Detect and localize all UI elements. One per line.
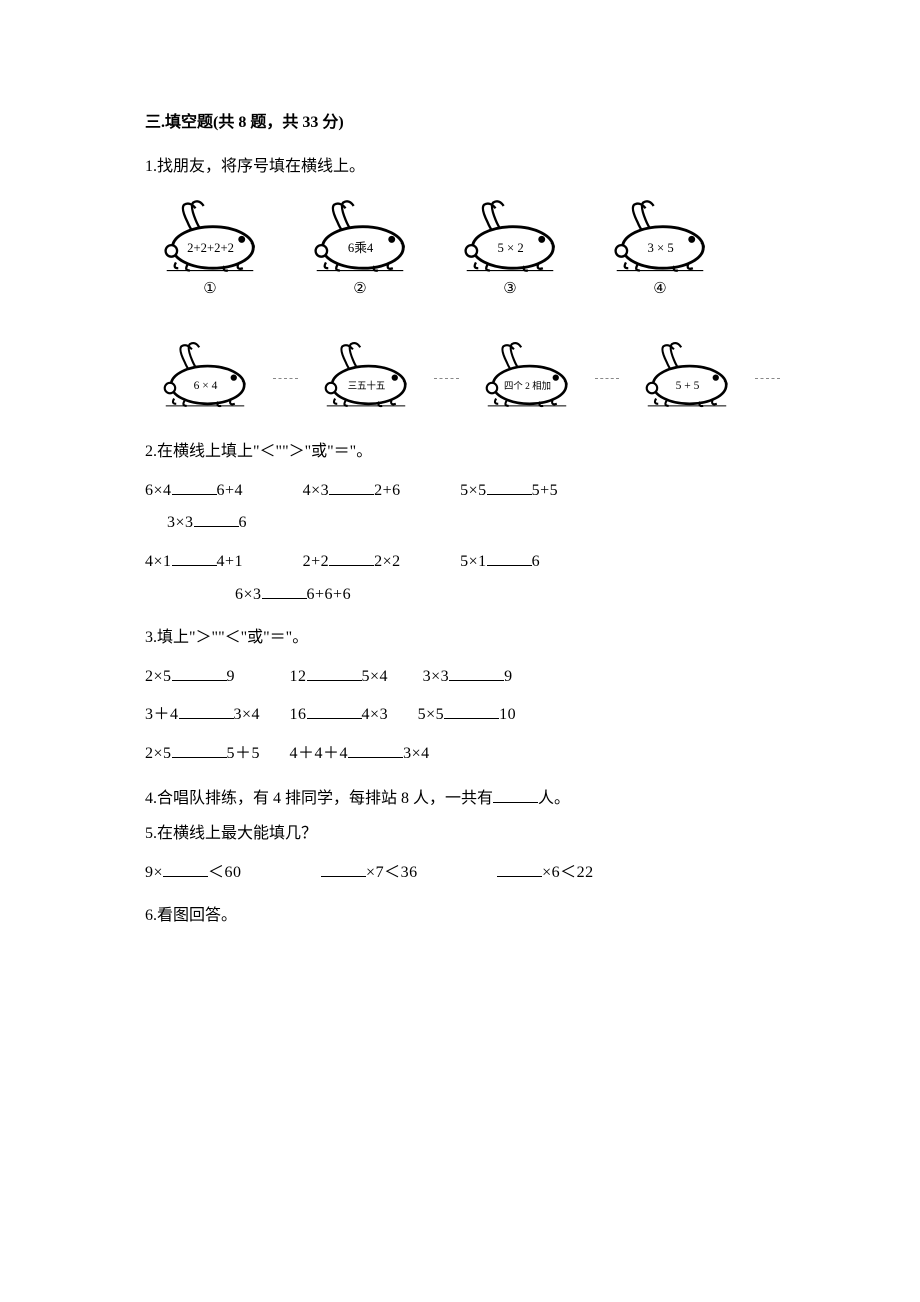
blank[interactable] [444, 701, 499, 719]
rabbit-label: ② [353, 277, 366, 301]
rabbit-text: 6乘4 [348, 241, 374, 255]
blank[interactable] [449, 663, 504, 681]
blank[interactable] [307, 701, 362, 719]
fill-row: 6×46+4 4×32+6 5×55+5 [145, 477, 780, 504]
fill-row: 9×＜60 ×7＜36 ×6＜22 [145, 859, 780, 886]
rabbit-item: 5 + 5 [637, 341, 737, 409]
rabbit-item: 6 × 4 [155, 341, 255, 409]
fill-item: 4×14+1 [145, 548, 243, 575]
fill-item: 3×39 [423, 663, 513, 690]
rabbit-text: 四个 2 相加 [503, 380, 550, 392]
question-3: 3.填上"＞""＜"或"＝"。 2×59 125×4 3×39 3＋43×4 1… [145, 625, 780, 766]
fill-item: 125×4 [290, 663, 389, 690]
fill-row: 3×36 [145, 509, 780, 536]
blank[interactable] [179, 701, 234, 719]
fill-item: ×7＜36 [321, 859, 418, 886]
fill-item: 3＋43×4 [145, 701, 260, 728]
rabbit-item: 3 × 5 ④ [605, 199, 715, 301]
rabbit-text: 3 × 5 [647, 241, 673, 255]
blank[interactable] [262, 581, 307, 599]
rabbit-label: ④ [653, 277, 666, 301]
blank[interactable] [487, 548, 532, 566]
rabbit-icon: 2+2+2+2 [155, 199, 265, 274]
rabbit-icon: 三五十五 [316, 341, 416, 409]
rabbit-label: ① [203, 277, 216, 301]
rabbit-row-bottom: 6 × 4 三五十五 四个 2 相加 5 + 5 [155, 341, 780, 409]
blank[interactable] [487, 477, 532, 495]
fill-item: 3×36 [167, 509, 247, 536]
question-2: 2.在横线上填上"＜""＞"或"＝"。 6×46+4 4×32+6 5×55+5… [145, 439, 780, 607]
dash-line [595, 378, 620, 379]
blank[interactable] [348, 740, 403, 758]
blank[interactable] [172, 548, 217, 566]
rabbit-icon: 四个 2 相加 [477, 341, 577, 409]
rabbit-text: 6 × 4 [194, 380, 218, 392]
question-1: 1.找朋友，将序号填在横线上。 2+2+2+2 ① 6乘4 ② 5 × 2 ③ [145, 154, 780, 410]
rabbit-text: 2+2+2+2 [187, 241, 234, 255]
blank[interactable] [194, 509, 239, 527]
fill-row: 6×36+6+6 [145, 581, 780, 608]
blank[interactable] [172, 477, 217, 495]
rabbit-icon: 6乘4 [305, 199, 415, 274]
question-5: 5.在横线上最大能填几？ 9×＜60 ×7＜36 ×6＜22 [145, 821, 780, 885]
rabbit-icon: 5 × 2 [455, 199, 565, 274]
fill-item: 5×510 [418, 701, 517, 728]
rabbit-icon: 5 + 5 [637, 341, 737, 409]
rabbit-item: 2+2+2+2 ① [155, 199, 265, 301]
dash-line [755, 378, 780, 379]
fill-item: 6×46+4 [145, 477, 243, 504]
rabbit-item: 三五十五 [316, 341, 416, 409]
dash-line [434, 378, 459, 379]
blank[interactable] [329, 548, 374, 566]
fill-row: 3＋43×4 164×3 5×510 [145, 701, 780, 728]
fill-item: 2×59 [145, 663, 235, 690]
fill-item: 2+22×2 [303, 548, 401, 575]
dash-line [273, 378, 298, 379]
section-title: 三.填空题(共 8 题，共 33 分) [145, 110, 780, 136]
fill-item: 2×55＋5 [145, 740, 260, 767]
blank[interactable] [307, 663, 362, 681]
fill-item: 6×36+6+6 [235, 581, 351, 608]
blank[interactable] [329, 477, 374, 495]
q4-text-before: 4.合唱队排练，有 4 排同学，每排站 8 人，一共有 [145, 790, 493, 807]
fill-item: 4＋4＋43×4 [290, 740, 430, 767]
rabbit-item: 5 × 2 ③ [455, 199, 565, 301]
rabbit-text: 三五十五 [347, 380, 385, 392]
fill-row: 4×14+1 2+22×2 5×16 [145, 548, 780, 575]
rabbit-icon: 6 × 4 [155, 341, 255, 409]
blank[interactable] [172, 740, 227, 758]
fill-row: 2×59 125×4 3×39 [145, 663, 780, 690]
rabbit-item: 6乘4 ② [305, 199, 415, 301]
question-4: 4.合唱队排练，有 4 排同学，每排站 8 人，一共有 人。 [145, 785, 780, 812]
rabbit-text: 5 + 5 [676, 380, 700, 392]
rabbit-row-top: 2+2+2+2 ① 6乘4 ② 5 × 2 ③ 3 × 5 ④ [155, 199, 780, 301]
rabbit-label: ③ [503, 277, 516, 301]
fill-item: 164×3 [290, 701, 389, 728]
q6-prompt: 6.看图回答。 [145, 903, 780, 929]
blank[interactable] [163, 859, 208, 877]
q3-prompt: 3.填上"＞""＜"或"＝"。 [145, 625, 780, 651]
fill-row: 2×55＋5 4＋4＋43×4 [145, 740, 780, 767]
rabbit-icon: 3 × 5 [605, 199, 715, 274]
rabbit-text: 5 × 2 [497, 241, 523, 255]
blank[interactable] [497, 859, 542, 877]
fill-item: 9×＜60 [145, 859, 242, 886]
q5-prompt: 5.在横线上最大能填几？ [145, 821, 780, 847]
q1-prompt: 1.找朋友，将序号填在横线上。 [145, 154, 780, 180]
q4-text-after: 人。 [538, 790, 570, 807]
fill-item: 5×55+5 [460, 477, 558, 504]
rabbit-item: 四个 2 相加 [477, 341, 577, 409]
blank[interactable] [493, 785, 538, 803]
blank[interactable] [321, 859, 366, 877]
q2-prompt: 2.在横线上填上"＜""＞"或"＝"。 [145, 439, 780, 465]
fill-item: ×6＜22 [497, 859, 594, 886]
fill-item: 5×16 [460, 548, 540, 575]
fill-item: 4×32+6 [303, 477, 401, 504]
blank[interactable] [172, 663, 227, 681]
question-6: 6.看图回答。 [145, 903, 780, 929]
